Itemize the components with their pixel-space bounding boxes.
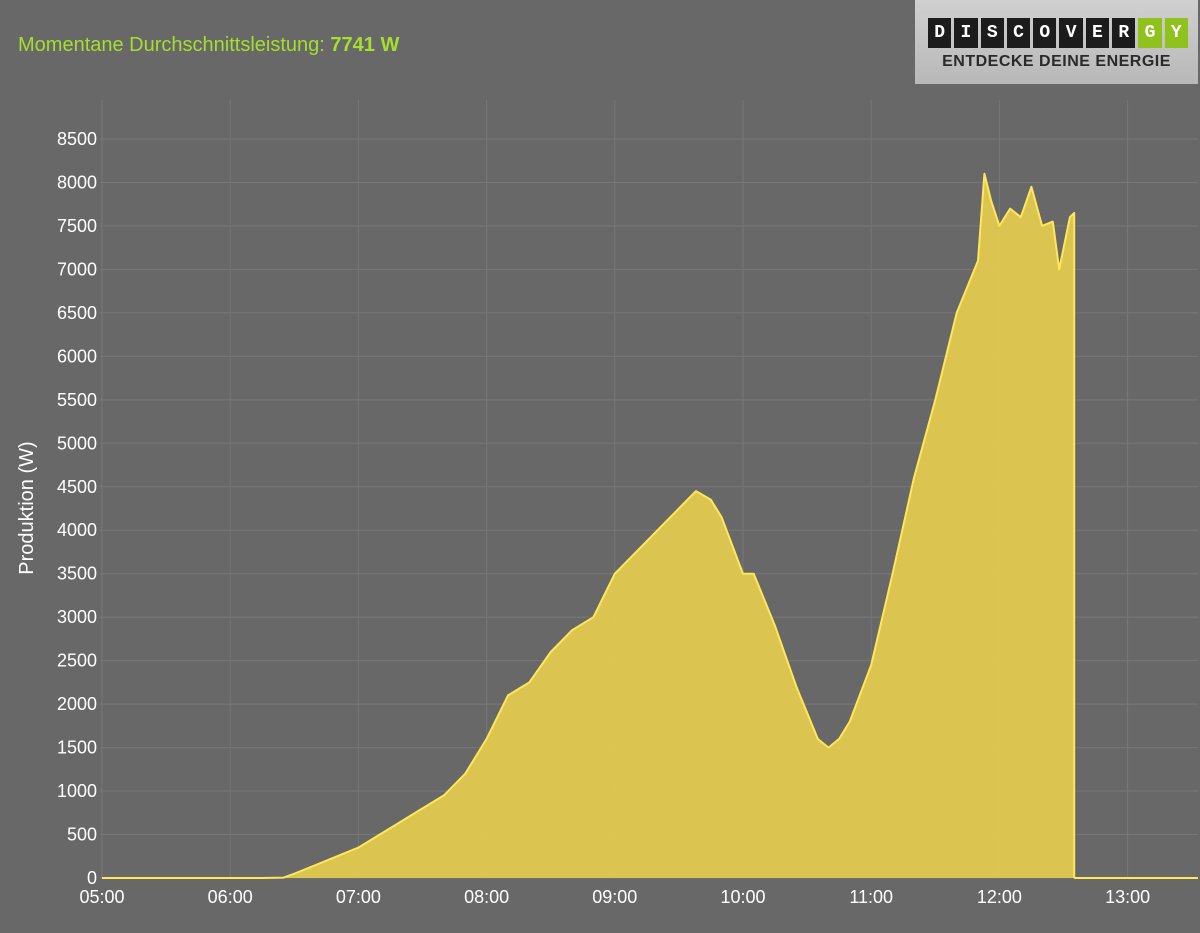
- x-tick-label: 06:00: [208, 887, 253, 907]
- y-tick-label: 6500: [57, 303, 97, 323]
- y-tick-label: 3000: [57, 607, 97, 627]
- x-tick-label: 05:00: [79, 887, 124, 907]
- y-tick-label: 5000: [57, 433, 97, 453]
- x-tick-label: 09:00: [592, 887, 637, 907]
- y-tick-label: 2500: [57, 651, 97, 671]
- logo-letter: V: [1059, 18, 1083, 48]
- x-tick-label: 12:00: [977, 887, 1022, 907]
- current-average-power: Momentane Durchschnittsleistung: 7741 W: [18, 34, 399, 57]
- y-tick-label: 3500: [57, 564, 97, 584]
- y-tick-label: 500: [67, 825, 97, 845]
- y-tick-label: 6000: [57, 346, 97, 366]
- y-tick-label: 8000: [57, 172, 97, 192]
- x-tick-label: 07:00: [336, 887, 381, 907]
- y-tick-label: 2000: [57, 694, 97, 714]
- logo-letter: E: [1085, 18, 1110, 48]
- production-line: [102, 172, 1076, 879]
- y-tick-label: 1000: [57, 781, 97, 801]
- y-tick-label: 7000: [57, 259, 97, 279]
- y-tick-label: 4500: [57, 477, 97, 497]
- x-axis-ticks: 05:00 06:00 07:00 08:00 09:00 10:00 11:00 12:00…: [79, 887, 1150, 907]
- y-tick-label: 0: [87, 868, 97, 888]
- x-tick-label: 08:00: [464, 887, 509, 907]
- logo-letter: O: [1033, 18, 1057, 48]
- current-average-power-label: Momentane Durchschnittsleistung:: [18, 34, 325, 56]
- y-axis-ticks: 0 500 1000 1500 2000 2500 3000 3500 4000 4500 5000…: [57, 129, 97, 888]
- logo-letter: Y: [1164, 18, 1188, 48]
- logo-letter: C: [1006, 18, 1031, 48]
- logo-tagline: ENTDECKE DEINE ENERGIE: [942, 53, 1171, 70]
- y-tick-label: 5500: [57, 390, 97, 410]
- chart-area-layer: [102, 172, 1198, 879]
- y-tick-label: 1500: [57, 738, 97, 758]
- logo-letter: I: [954, 18, 978, 48]
- logo-letter: D: [928, 18, 952, 48]
- production-area: [102, 173, 1075, 879]
- logo-letter: S: [980, 18, 1004, 48]
- logo-letter: R: [1112, 18, 1136, 48]
- x-tick-label: 11:00: [849, 887, 893, 907]
- current-average-power-value: 7741 W: [330, 34, 400, 56]
- y-tick-label: 7500: [57, 216, 97, 236]
- x-tick-label: 10:00: [720, 887, 765, 907]
- x-tick-label: 13:00: [1105, 887, 1150, 907]
- y-tick-label: 4000: [57, 520, 97, 540]
- y-tick-label: 8500: [57, 129, 97, 149]
- y-axis-label: Produktion (W): [16, 441, 38, 574]
- logo-letter: G: [1138, 18, 1162, 48]
